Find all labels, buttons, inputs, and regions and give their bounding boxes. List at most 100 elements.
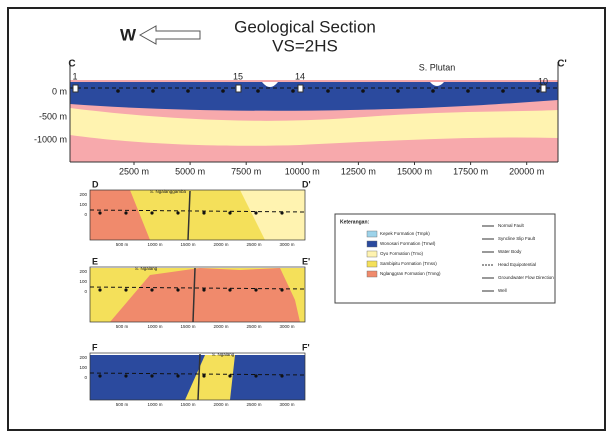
head-point [280,211,283,214]
y-label: -1000 m [34,134,67,144]
x-label: 2000 m [213,402,228,407]
head-point [256,89,260,93]
head-point [98,211,101,214]
section-label: D' [302,179,311,189]
head-point [150,288,153,291]
head-point [202,288,205,291]
section-label: C' [557,59,567,70]
direction-label: W [120,25,137,44]
title: Geological Section [234,17,376,36]
x-label: 1500 m [180,324,195,329]
x-label: 5000 m [175,166,205,176]
head-point [176,211,179,214]
head-point [98,288,101,291]
x-label: 2500 m [246,324,261,329]
x-label: 2000 m [213,324,228,329]
x-label: 500 m [116,324,129,329]
x-label: 15000 m [397,166,432,176]
head-point [501,89,505,93]
head-point [124,211,127,214]
head-point [466,89,470,93]
legend-label: Normal Fault [498,223,525,228]
head-point [202,211,205,214]
head-point [176,374,179,377]
x-label: 500 m [116,402,129,407]
head-point [116,89,120,93]
marker-label: 14 [295,71,305,81]
x-label: 1500 m [180,242,195,247]
x-label: 3000 m [279,242,294,247]
head-point [228,211,231,214]
marker-label: S. Plutan [419,62,456,72]
y-label: 100 [79,279,87,284]
section-label: F [92,342,98,352]
head-point [186,89,190,93]
x-label: 17500 m [453,166,488,176]
y-label: 200 [79,192,87,197]
y-label: 100 [79,365,87,370]
head-point [291,89,295,93]
section-label: F' [302,342,310,352]
head-point [221,89,225,93]
head-point [150,211,153,214]
geological-figure: W Geological Section VS=2HS C C' Keteran… [0,0,613,438]
legend-label: Groundwater Flow Direction [498,275,554,280]
legend-label: Sambipitu Formation (Tmss) [380,261,437,266]
x-label: 3000 m [279,324,294,329]
y-label: 0 m [52,86,67,96]
well-marker [298,85,303,92]
marker-label: 15 [233,71,243,81]
section-label: E' [302,256,310,266]
well-marker [236,85,241,92]
head-point [151,89,155,93]
legend-swatch [367,251,377,257]
x-label: 20000 m [509,166,544,176]
legend-title: Keterangan: [340,219,370,225]
legend-label: Head Equipotential [498,262,536,267]
marker-label: 1 [72,71,77,81]
river-label: S. Ngalang [212,352,235,357]
legend-label: Water Body [498,249,522,254]
legend-label: Nglanggran Formation (Tmng) [380,271,441,276]
legend-label: Kepek Formation (Tmpk) [380,231,430,236]
x-label: 1000 m [147,242,162,247]
x-label: 10000 m [285,166,320,176]
head-point [124,288,127,291]
legend-label: Well [498,288,507,293]
head-point [254,288,257,291]
head-point [254,211,257,214]
head-point [176,288,179,291]
river-label: S. Ngalang [135,266,158,271]
legend-label: Wonosari Formation (Tmwl) [380,241,436,246]
section-label: C [68,59,75,70]
head-point [431,89,435,93]
section-label: D [92,179,99,189]
legend-swatch [367,261,377,267]
head-point [254,374,257,377]
head-point [124,374,127,377]
subtitle: VS=2HS [272,36,338,55]
y-label: 100 [79,202,87,207]
head-point [361,89,365,93]
x-label: 2000 m [213,242,228,247]
x-label: 1000 m [147,402,162,407]
head-point [228,374,231,377]
head-point [150,374,153,377]
x-label: 1500 m [180,402,195,407]
x-label: 3000 m [279,402,294,407]
x-label: 2500 m [119,166,149,176]
x-label: 500 m [116,242,129,247]
legend-swatch [367,231,377,237]
well-marker [541,85,546,92]
well-marker [73,85,78,92]
legend-label: Oyo Formation (Tmo) [380,251,424,256]
head-point [326,89,330,93]
head-point [536,89,540,93]
head-point [280,374,283,377]
head-point [396,89,400,93]
legend-swatch [367,241,377,247]
x-label: 2500 m [246,402,261,407]
river-label: S. Ngalanggamba [150,189,187,194]
y-label: 200 [79,355,87,360]
head-point [202,374,205,377]
